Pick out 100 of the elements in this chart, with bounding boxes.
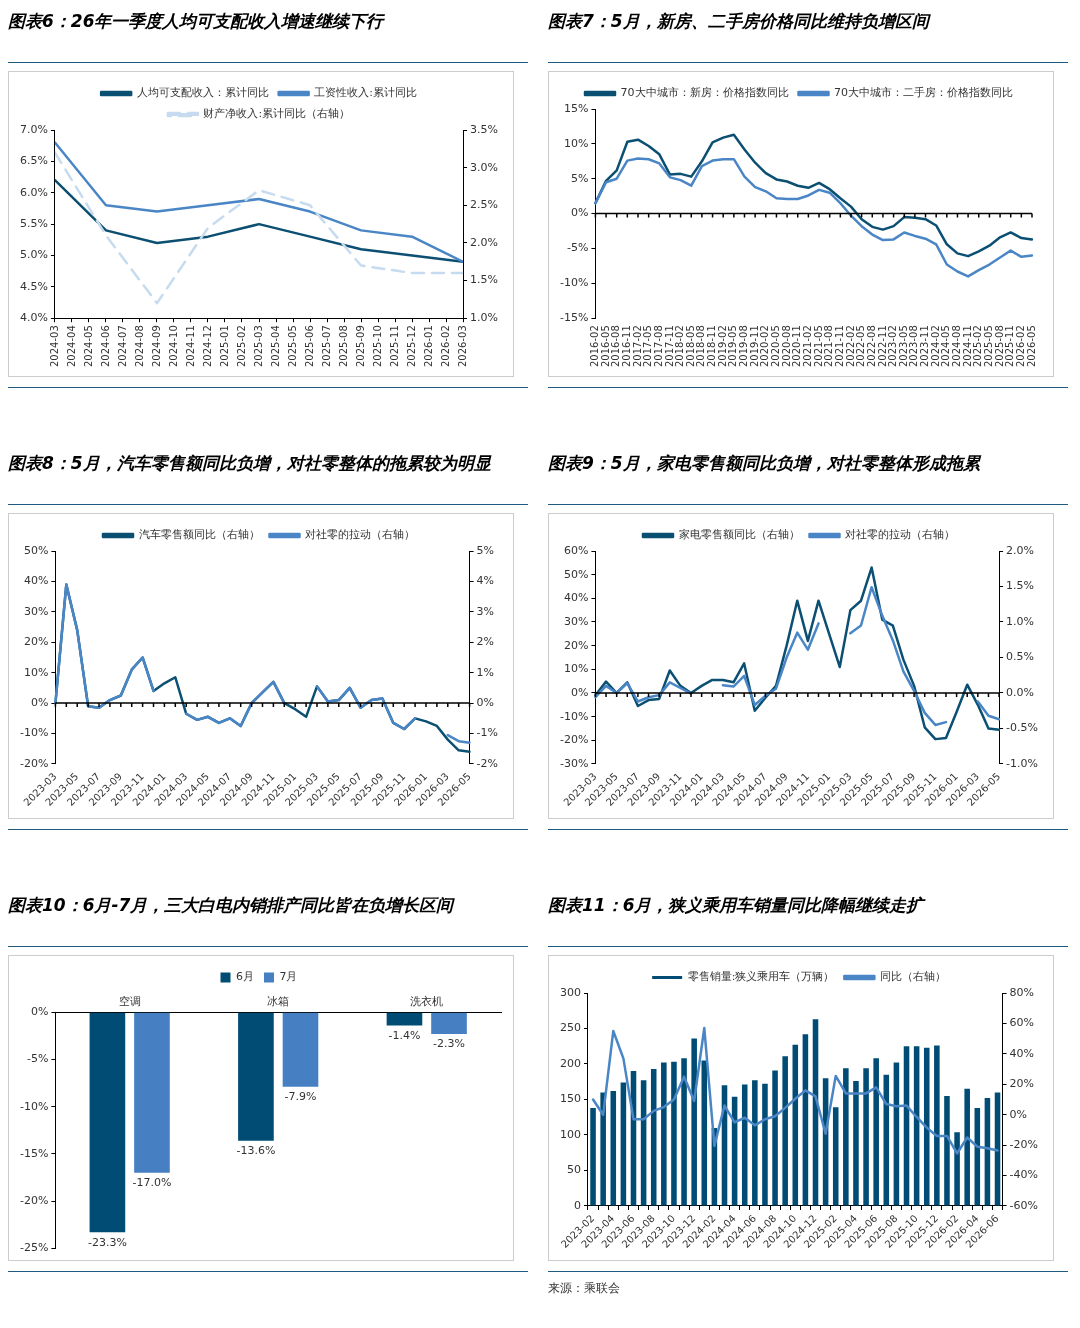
y-tick-label: -10%: [560, 276, 589, 290]
y-tick-label: 50%: [563, 567, 589, 581]
y-tick-label: -5%: [567, 241, 589, 255]
x-tick-label: 2025-05: [286, 325, 298, 368]
y-tick-label: 5.0%: [19, 248, 48, 262]
x-tick-label: 2019-11: [748, 325, 760, 368]
y-tick-label: 6.0%: [19, 185, 48, 199]
source-note: 来源：乘联会: [548, 1280, 621, 1297]
x-tick-label: 2016-11: [620, 325, 632, 368]
legend-label: 汽车零售额同比（右轴）: [138, 528, 260, 542]
y2-tick-label: 2.5%: [470, 198, 499, 212]
legend-label: 同比（右轴）: [879, 970, 946, 984]
y-tick-label: 10%: [23, 665, 49, 679]
data-label: -1.4%: [388, 1028, 421, 1042]
chart-title: 图表9：5月，家电零售额同比负增，对社零整体形成拖累: [548, 450, 1068, 505]
data-label: -17.0%: [132, 1176, 172, 1190]
x-tick-label: 2022-11: [876, 325, 888, 368]
y-tick-label: 20%: [23, 635, 49, 649]
x-tick-label: 2025-03: [252, 325, 264, 368]
y-tick-label: -20%: [20, 1194, 49, 1208]
x-tick-label: 2023-02: [887, 325, 899, 368]
y-tick-label: 60%: [563, 543, 589, 557]
y-tick-label: 30%: [563, 614, 589, 628]
x-tick-label: 2025-12: [405, 325, 417, 368]
y-tick-label: -20%: [560, 733, 589, 747]
y2-tick-label: -0.5%: [1006, 721, 1039, 735]
x-tick-label: 2020-08: [780, 325, 792, 368]
y2-tick-label: 3.5%: [470, 122, 499, 136]
y2-tick-label: 1.5%: [470, 273, 499, 287]
x-tick-label: 2021-08: [823, 325, 835, 368]
y2-tick-label: -1%: [476, 726, 498, 740]
y2-tick-label: 2.0%: [470, 235, 499, 249]
y-tick-label: 20%: [563, 638, 589, 652]
y-tick-label: -10%: [20, 726, 49, 740]
x-tick-label: 2024-09: [150, 325, 162, 368]
x-tick-label: 2025-10: [371, 325, 383, 368]
x-tick-label: 2025-02: [235, 325, 247, 368]
y-tick-label: -20%: [20, 756, 49, 770]
x-tick-label: 2026-01: [422, 325, 434, 368]
legend-label: 家电零售额同比（右轴）: [678, 528, 800, 542]
x-tick-label: 2023-11: [919, 325, 931, 368]
y-tick-label: 0%: [30, 1005, 49, 1019]
y2-tick-label: 2.0%: [1006, 543, 1035, 557]
x-tick-label: 2023-08: [908, 325, 920, 368]
legend-label: 70大中城市：二手房：价格指数同比: [834, 86, 1013, 100]
y2-tick-label: 0.0%: [1006, 685, 1035, 699]
y2-tick-label: 40%: [1009, 1046, 1035, 1060]
y-tick-label: 10%: [563, 136, 589, 150]
y2-tick-label: 4%: [476, 574, 495, 588]
x-tick-label: 2022-08: [865, 325, 877, 368]
y-tick-label: 250: [560, 1021, 581, 1035]
y2-tick-label: 0.5%: [1006, 650, 1035, 664]
x-tick-label: 2024-02: [929, 325, 941, 368]
x-tick-label: 2020-11: [791, 325, 803, 368]
x-tick-label: 2025-11: [1004, 325, 1016, 368]
x-tick-label: 2018-05: [684, 325, 696, 368]
y2-tick-label: 0%: [476, 695, 495, 709]
x-tick-label: 2024-05: [82, 325, 94, 368]
legend-label: 对社零的拉动（右轴）: [845, 528, 955, 542]
x-tick-label: 2024-03: [48, 325, 60, 368]
x-tick-label: 2025-04: [269, 325, 281, 368]
x-tick-label: 2025-01: [218, 325, 230, 368]
legend-label: 对社零的拉动（右轴）: [305, 528, 415, 542]
y-tick-label: 100: [560, 1127, 581, 1141]
y-tick-label: -15%: [20, 1146, 49, 1160]
y2-tick-label: 80%: [1009, 985, 1035, 999]
y-tick-label: 0%: [570, 685, 589, 699]
y2-tick-label: 1.0%: [1006, 614, 1035, 628]
y-tick-label: -10%: [20, 1099, 49, 1113]
y2-tick-label: -20%: [1009, 1137, 1038, 1151]
legend-label: 人均可支配收入：累计同比: [136, 86, 269, 100]
y-tick-label: 0%: [30, 695, 49, 709]
chart-title: 图表11：6月，狭义乘用车销量同比降幅继续走扩: [548, 892, 1068, 947]
chart-title: 图表6：26年一季度人均可支配收入增速继续下行: [8, 8, 528, 63]
x-tick-label: 2024-12: [201, 325, 213, 368]
x-tick-label: 2016-05: [599, 325, 611, 368]
y-tick-label: 200: [560, 1056, 581, 1070]
x-tick-label: 2022-05: [855, 325, 867, 368]
x-tick-label: 2026-05: [1025, 325, 1037, 368]
x-tick-label: 2025-07: [320, 325, 332, 368]
y2-tick-label: 1.5%: [1006, 579, 1035, 593]
x-tick-label: 2017-05: [642, 325, 654, 368]
x-tick-label: 2019-08: [738, 325, 750, 368]
x-tick-label: 冰箱: [267, 995, 290, 1009]
y-tick-label: 300: [560, 985, 581, 999]
x-tick-label: 2026-02: [1014, 325, 1026, 368]
y2-tick-label: -40%: [1009, 1168, 1038, 1182]
y-tick-label: 5.5%: [19, 216, 48, 230]
x-tick-label: 2024-07: [116, 325, 128, 368]
legend-label: 工资性收入:累计同比: [314, 86, 417, 100]
y-tick-label: 7.0%: [19, 122, 48, 136]
y-tick-label: -5%: [27, 1052, 49, 1066]
x-tick-label: 2024-08: [951, 325, 963, 368]
x-tick-label: 2024-08: [133, 325, 145, 368]
legend-label: 70大中城市：新房：价格指数同比: [620, 86, 789, 100]
x-tick-label: 2021-05: [812, 325, 824, 368]
y-tick-label: 50: [567, 1163, 581, 1177]
y-tick-label: 30%: [23, 604, 49, 618]
x-tick-label: 洗衣机: [410, 995, 444, 1009]
chart-title: 图表7：5月，新房、二手房价格同比维持负增区间: [548, 8, 1068, 63]
